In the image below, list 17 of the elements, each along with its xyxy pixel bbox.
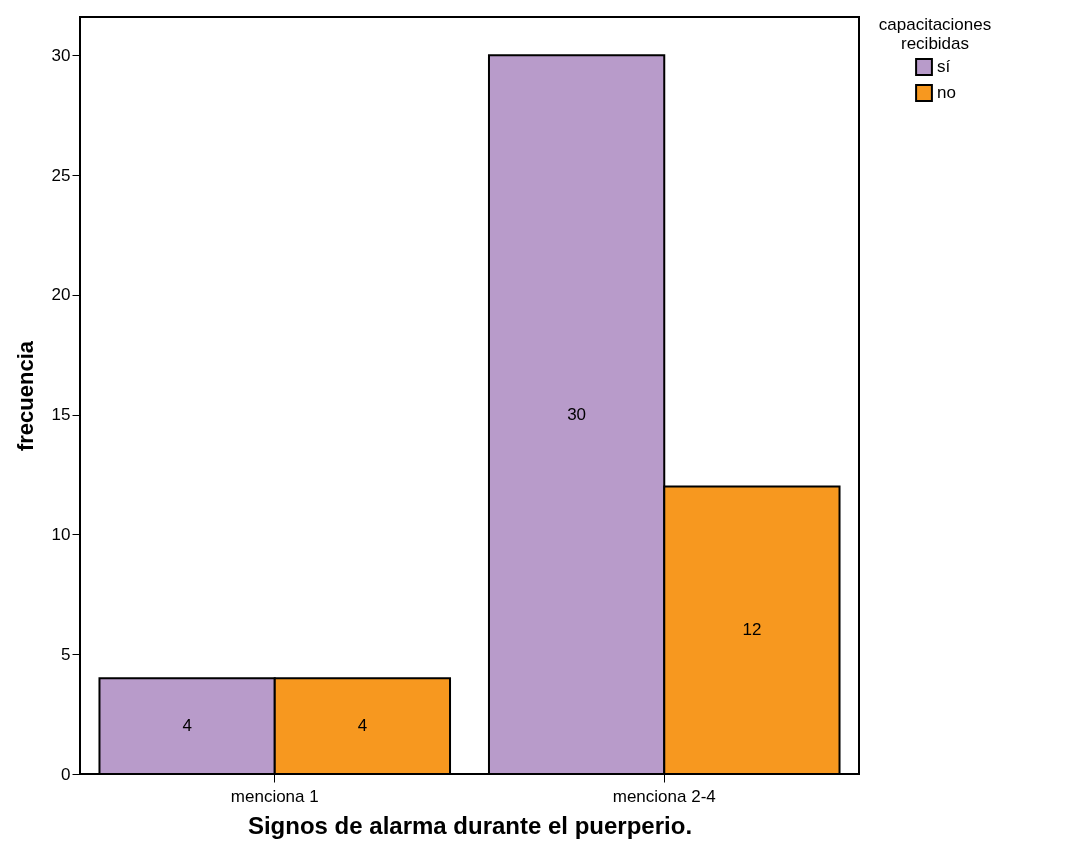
y-tick-label: 5 [61,644,71,664]
y-axis-title: frecuencia [12,340,38,452]
x-tick-label: menciona 1 [230,786,319,806]
data-label: 4 [182,716,192,736]
data-label: 30 [567,404,587,424]
x-tick-label: menciona 2-4 [612,786,716,806]
y-tick-label: 20 [51,285,71,305]
data-label: 12 [742,620,762,640]
y-tick-label: 15 [51,405,71,425]
y-tick-label: 10 [51,524,71,544]
legend-label: no [937,83,956,102]
data-label: 4 [357,716,368,736]
y-tick-label: 25 [51,165,71,185]
y-tick-label: 0 [61,764,71,784]
legend-label: sí [937,57,951,76]
y-tick-label: 30 [51,45,71,65]
x-axis-title: Signos de alarma durante el puerperio. [247,811,693,839]
